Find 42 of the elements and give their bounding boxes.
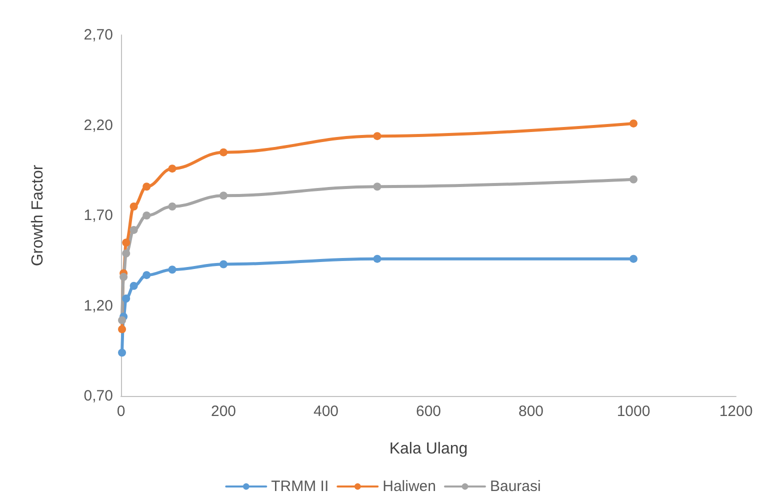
- x-tick-label: 200: [210, 403, 236, 420]
- point: [120, 272, 128, 281]
- x-tick-label: 400: [313, 403, 339, 420]
- point: [373, 254, 382, 263]
- point: [122, 238, 130, 247]
- point: [630, 254, 638, 263]
- point: [630, 119, 638, 128]
- x-tick-label: 1200: [719, 403, 753, 420]
- y-tick-label: 1,70: [84, 207, 113, 224]
- point: [168, 266, 176, 274]
- point: [168, 202, 176, 210]
- legend-label: TRMM II: [271, 478, 329, 495]
- point: [130, 226, 138, 234]
- x-axis-title: Kala Ulang: [389, 440, 468, 458]
- legend-label: Haliwen: [382, 478, 436, 495]
- y-tick-label: 1,20: [84, 297, 113, 314]
- point: [122, 249, 130, 258]
- point: [220, 192, 228, 200]
- point: [168, 164, 176, 173]
- x-tick-label: 0: [116, 403, 126, 420]
- y-tick-label: 2,70: [84, 26, 113, 44]
- point: [142, 212, 151, 220]
- point: [220, 260, 228, 268]
- legend-label: Baurasi: [490, 478, 541, 495]
- point: [373, 132, 382, 140]
- point: [630, 175, 638, 184]
- point: [118, 325, 126, 334]
- point: [122, 294, 130, 303]
- point: [220, 148, 228, 156]
- point: [373, 182, 382, 191]
- x-tick-label: 800: [518, 403, 544, 420]
- y-tick-label: 0,70: [84, 388, 113, 404]
- point: [118, 348, 126, 357]
- point: [130, 202, 138, 210]
- y-tick-label: 2,20: [84, 116, 113, 134]
- x-tick-label: 600: [416, 403, 442, 420]
- point: [142, 182, 151, 191]
- x-tick-label: 1000: [616, 403, 650, 420]
- point: [142, 271, 151, 280]
- y-axis-title: Growth Factor: [30, 164, 46, 266]
- point: [130, 282, 138, 290]
- point: [118, 316, 126, 324]
